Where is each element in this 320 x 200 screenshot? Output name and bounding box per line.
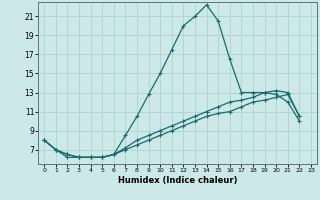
X-axis label: Humidex (Indice chaleur): Humidex (Indice chaleur) <box>118 176 237 185</box>
